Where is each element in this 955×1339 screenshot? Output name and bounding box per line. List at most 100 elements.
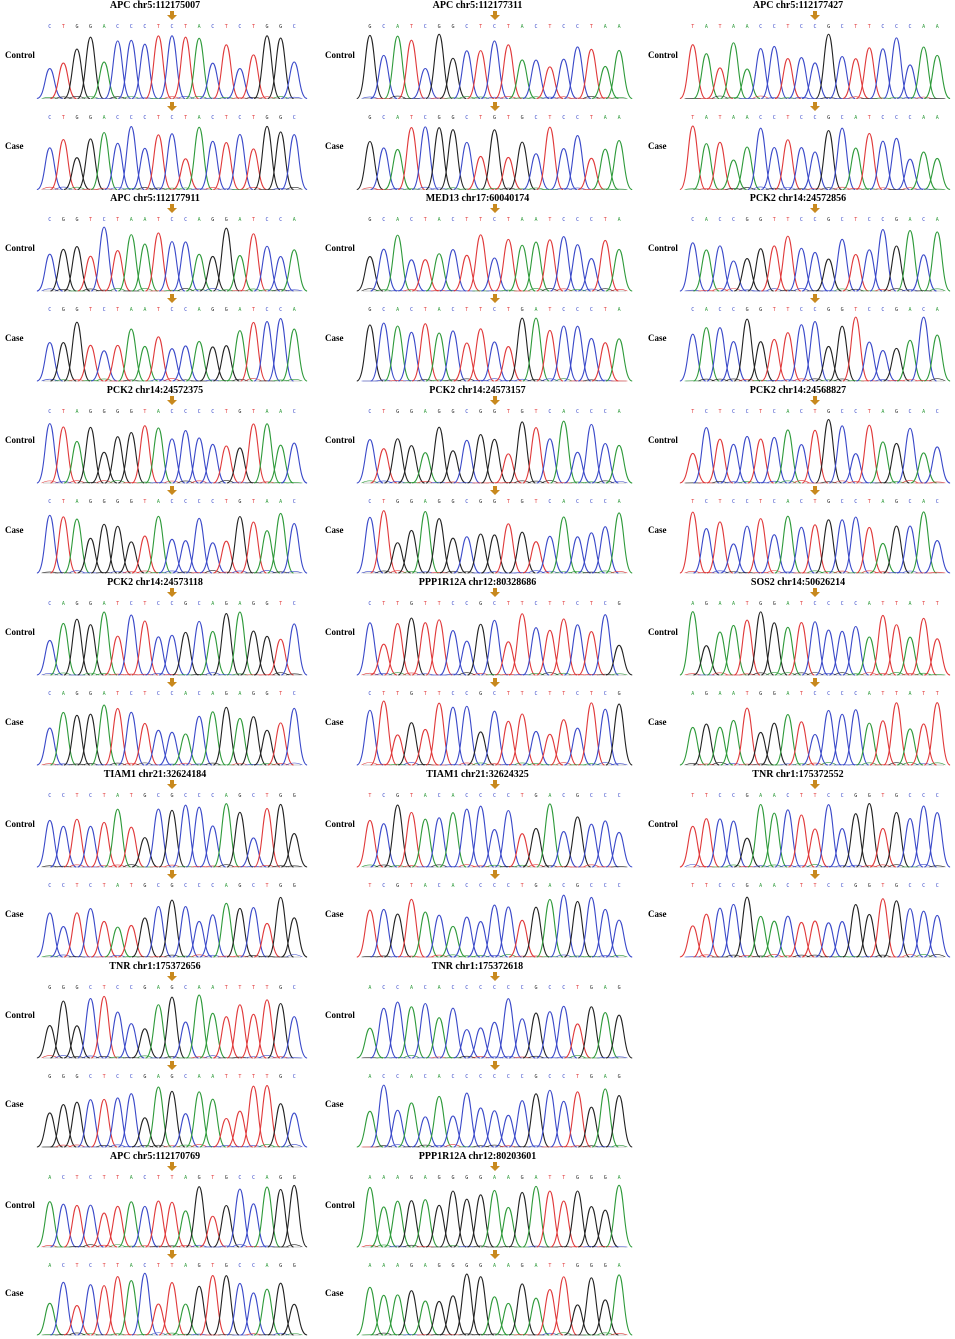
chromatogram-peak <box>591 148 619 190</box>
base-call-letter: G <box>451 499 454 505</box>
base-call-letter: T <box>130 883 133 889</box>
chromatogram-peak <box>158 731 186 766</box>
chromatogram-peak <box>131 722 159 766</box>
base-call-letter: T <box>521 793 524 799</box>
base-call-letter: C <box>116 1074 119 1080</box>
base-call-letter: C <box>827 793 830 799</box>
panel-title: SOS2 chr14:50626214 <box>750 577 846 588</box>
chromatogram-peak <box>494 641 522 676</box>
base-call-letter: G <box>143 793 146 799</box>
chromatogram-peak <box>212 706 240 766</box>
chromatogram-peak <box>466 234 495 292</box>
base-call-letter: T <box>590 601 593 607</box>
base-call-letter: C <box>590 409 593 415</box>
base-call-letter: G <box>89 24 92 30</box>
chromatogram-peak <box>720 260 747 292</box>
chromatogram-peak <box>828 827 856 868</box>
chromatogram-peak <box>186 253 213 292</box>
chromatogram-peak <box>185 1186 213 1248</box>
base-call-letter: C <box>909 409 912 415</box>
chromatogram-peak <box>910 151 937 190</box>
chromatogram-peak <box>370 1294 398 1336</box>
chromatogram-peak <box>439 925 467 958</box>
chromatogram-peak <box>536 629 564 676</box>
chromatogram-peak <box>131 345 158 382</box>
chromatogram-peak <box>63 518 91 574</box>
chromatogram-peak <box>550 325 578 382</box>
chromatogram-peak <box>185 340 213 382</box>
chromatogram-peak <box>494 998 523 1059</box>
chromatogram-peak <box>679 44 707 100</box>
chromatogram-peak <box>536 898 564 958</box>
variant-position-arrow-icon <box>489 101 500 111</box>
base-call-letter: T <box>266 985 269 991</box>
chromatogram-peak <box>384 913 412 958</box>
base-call-letter: C <box>382 883 385 889</box>
base-call-letter: A <box>936 217 939 223</box>
base-call-letter: C <box>881 307 884 313</box>
chromatogram-peak <box>910 723 937 766</box>
base-call-letter: A <box>211 601 214 607</box>
chromatogram-peak <box>591 342 619 382</box>
control-row-label: Control <box>325 818 355 829</box>
noise-peak <box>915 864 932 868</box>
chromatogram-peak <box>522 730 550 766</box>
base-call-letter: C <box>827 601 830 607</box>
base-call-letter: C <box>800 217 803 223</box>
chromatogram-peak <box>550 618 578 676</box>
base-call-letter: C <box>813 601 816 607</box>
chromatogram-peak <box>605 444 633 484</box>
base-call-letter: A <box>279 499 282 505</box>
base-call-letter: G <box>225 1263 228 1269</box>
chromatogram-peak <box>508 1283 536 1336</box>
chromatogram-peak <box>896 728 924 766</box>
chromatogram-peak <box>199 140 227 190</box>
chromatogram-peak <box>693 327 720 382</box>
base-call-letter: G <box>868 793 871 799</box>
chromatogram-peak <box>910 316 938 382</box>
base-call-letter: G <box>238 499 241 505</box>
panel-title: TNR chr1:175372552 <box>752 769 844 780</box>
noise-peak <box>833 378 851 382</box>
base-call-letter: A <box>493 1175 496 1181</box>
variant-position-arrow-icon <box>489 870 500 879</box>
base-call-letter: A <box>618 1175 621 1181</box>
base-call-letter: G <box>89 115 92 121</box>
base-call-letter: A <box>238 691 241 697</box>
base-call-letter: C <box>800 115 803 121</box>
chromatogram-peak <box>226 1282 254 1336</box>
case-row-label: Case <box>325 716 344 727</box>
base-call-letter: G <box>211 217 214 223</box>
base-call-letter: T <box>116 601 119 607</box>
base-call-letter: C <box>266 217 269 223</box>
base-call-letter: C <box>184 409 187 415</box>
base-call-letter: T <box>62 409 65 415</box>
base-call-letter: C <box>493 883 496 889</box>
base-call-letter: C <box>493 985 496 991</box>
noise-peak <box>245 1056 262 1059</box>
chromatogram-peak <box>453 536 481 574</box>
variant-position-arrow-icon <box>489 486 500 495</box>
base-call-letter: G <box>479 691 482 697</box>
chromatogram-peak <box>90 704 118 766</box>
chromatogram-peak <box>425 619 453 676</box>
noise-peak <box>68 570 86 574</box>
chromatogram-peak <box>411 67 439 100</box>
control-row-label: Control <box>5 1199 35 1210</box>
base-call-letter: T <box>507 115 510 121</box>
chromatogram-peak <box>828 55 856 100</box>
noise-peak <box>901 570 919 574</box>
base-call-letter: T <box>116 1263 119 1269</box>
base-call-letter: T <box>116 691 119 697</box>
base-call-letter: C <box>211 883 214 889</box>
base-call-letter: G <box>266 115 269 121</box>
base-call-letter: G <box>103 409 106 415</box>
case-row-label: Case <box>648 332 667 343</box>
noise-peak <box>218 864 235 868</box>
base-call-letter: G <box>576 883 579 889</box>
chromatogram-peak <box>720 543 747 574</box>
chromatogram-peak <box>693 142 720 190</box>
panel-title: PCK2 chr14:24572856 <box>749 193 847 204</box>
base-call-letter: A <box>382 1175 385 1181</box>
